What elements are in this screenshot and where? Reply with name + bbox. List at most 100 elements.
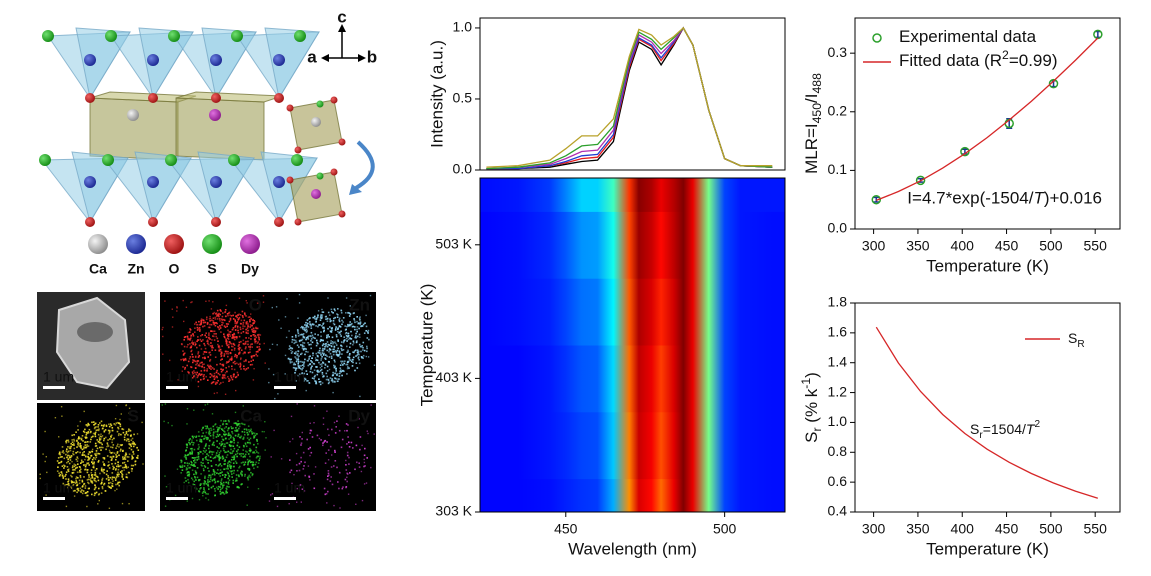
eds-pixel bbox=[207, 482, 209, 484]
eds-pixel bbox=[113, 452, 116, 454]
atom bbox=[168, 30, 180, 42]
eds-pixel bbox=[225, 362, 228, 364]
eds-pixel bbox=[210, 346, 213, 349]
eds-pixel bbox=[202, 357, 204, 359]
eds-pixel bbox=[214, 471, 216, 473]
eds-pixel bbox=[256, 440, 258, 442]
eds-pixel bbox=[192, 442, 195, 444]
eds-pixel bbox=[111, 427, 114, 429]
y-tick-label: 503 K bbox=[435, 236, 472, 252]
eds-pixel bbox=[350, 338, 353, 340]
eds-pixel bbox=[182, 299, 184, 302]
eds-pixel bbox=[231, 456, 234, 459]
eds-pixel bbox=[211, 473, 214, 476]
eds-pixel bbox=[238, 423, 241, 425]
eds-pixel bbox=[87, 459, 89, 461]
plot-frame bbox=[854, 302, 1121, 513]
eds-pixel bbox=[72, 450, 75, 453]
atom bbox=[148, 93, 158, 103]
eds-pixel bbox=[107, 445, 110, 447]
eds-pixel bbox=[63, 457, 66, 460]
eds-pixel bbox=[220, 382, 222, 384]
eds-pixel bbox=[196, 371, 198, 374]
eds-pixel bbox=[243, 438, 245, 440]
eds-pixel bbox=[203, 465, 206, 467]
eds-pixel bbox=[346, 451, 349, 454]
eds-pixel bbox=[176, 310, 178, 312]
eds-pixel bbox=[194, 470, 197, 472]
eds-pixel bbox=[218, 345, 220, 347]
eds-pixel bbox=[340, 309, 343, 312]
atom bbox=[127, 109, 139, 121]
eds-pixel bbox=[313, 405, 316, 407]
eds-pixel bbox=[105, 436, 107, 439]
eds-pixel bbox=[212, 301, 214, 303]
eds-pixel bbox=[79, 487, 82, 490]
eds-pixel bbox=[252, 334, 255, 336]
eds-pixel bbox=[346, 373, 348, 375]
eds-pixel bbox=[128, 428, 130, 430]
eds-pixel bbox=[72, 465, 74, 467]
atom bbox=[126, 234, 146, 254]
eds-pixel bbox=[213, 330, 216, 333]
eds-pixel bbox=[230, 448, 232, 451]
eds-pixel bbox=[244, 456, 246, 458]
eds-pixel bbox=[239, 365, 242, 368]
eds-pixel bbox=[234, 480, 237, 482]
eds-pixel bbox=[327, 472, 330, 475]
eds-pixel bbox=[326, 341, 329, 343]
eds-pixel bbox=[219, 427, 221, 429]
eds-pixel bbox=[131, 456, 134, 458]
eds-pixel bbox=[200, 378, 202, 381]
eds-pixel bbox=[346, 340, 348, 342]
eds-pixel bbox=[331, 336, 334, 339]
eds-pixel bbox=[225, 323, 228, 325]
eds-pixel bbox=[204, 344, 206, 347]
eds-pixel bbox=[60, 406, 63, 408]
eds-pixel bbox=[125, 467, 128, 469]
eds-pixel bbox=[97, 503, 99, 505]
eds-pixel bbox=[237, 423, 239, 425]
eds-pixel bbox=[329, 330, 332, 332]
x-tick-label: 450 bbox=[995, 238, 1019, 254]
eds-pixel bbox=[186, 464, 189, 467]
eds-pixel bbox=[87, 422, 89, 425]
eds-pixel bbox=[128, 443, 130, 445]
eds-pixel bbox=[195, 436, 197, 438]
eds-pixel bbox=[65, 505, 68, 508]
eds-pixel bbox=[219, 425, 222, 427]
exchange-arrow bbox=[354, 140, 375, 190]
eds-pixel bbox=[229, 335, 232, 337]
eds-pixel bbox=[325, 318, 327, 320]
eds-pixel bbox=[240, 435, 243, 438]
eds-pixel bbox=[179, 465, 181, 467]
legend-label: SR bbox=[1068, 330, 1085, 350]
eds-pixel bbox=[318, 378, 320, 380]
eds-pixel bbox=[241, 474, 243, 477]
eds-pixel bbox=[88, 451, 91, 453]
eds-pixel bbox=[302, 328, 304, 330]
atom bbox=[105, 30, 117, 42]
eds-pixel bbox=[65, 473, 67, 476]
eds-pixel bbox=[246, 441, 249, 444]
eds-pixel bbox=[229, 342, 232, 345]
eds-pixel bbox=[45, 494, 47, 496]
eds-pixel bbox=[220, 331, 222, 333]
eds-pixel bbox=[192, 333, 194, 335]
eds-pixel bbox=[187, 481, 190, 484]
eds-pixel bbox=[247, 324, 249, 326]
eds-pixel bbox=[295, 336, 297, 338]
eds-pixel bbox=[103, 437, 106, 440]
eds-pixel bbox=[82, 440, 84, 442]
eds-pixel bbox=[208, 447, 210, 450]
eds-tile bbox=[268, 403, 376, 511]
eds-pixel bbox=[221, 369, 224, 372]
eds-pixel bbox=[238, 466, 240, 469]
eds-pixel bbox=[252, 379, 255, 381]
x-tick-label: 450 bbox=[995, 521, 1019, 537]
eds-pixel bbox=[306, 438, 308, 441]
eds-pixel bbox=[332, 312, 334, 314]
eds-pixel bbox=[253, 437, 255, 439]
eds-pixel bbox=[198, 452, 200, 455]
eds-pixel bbox=[133, 442, 135, 444]
